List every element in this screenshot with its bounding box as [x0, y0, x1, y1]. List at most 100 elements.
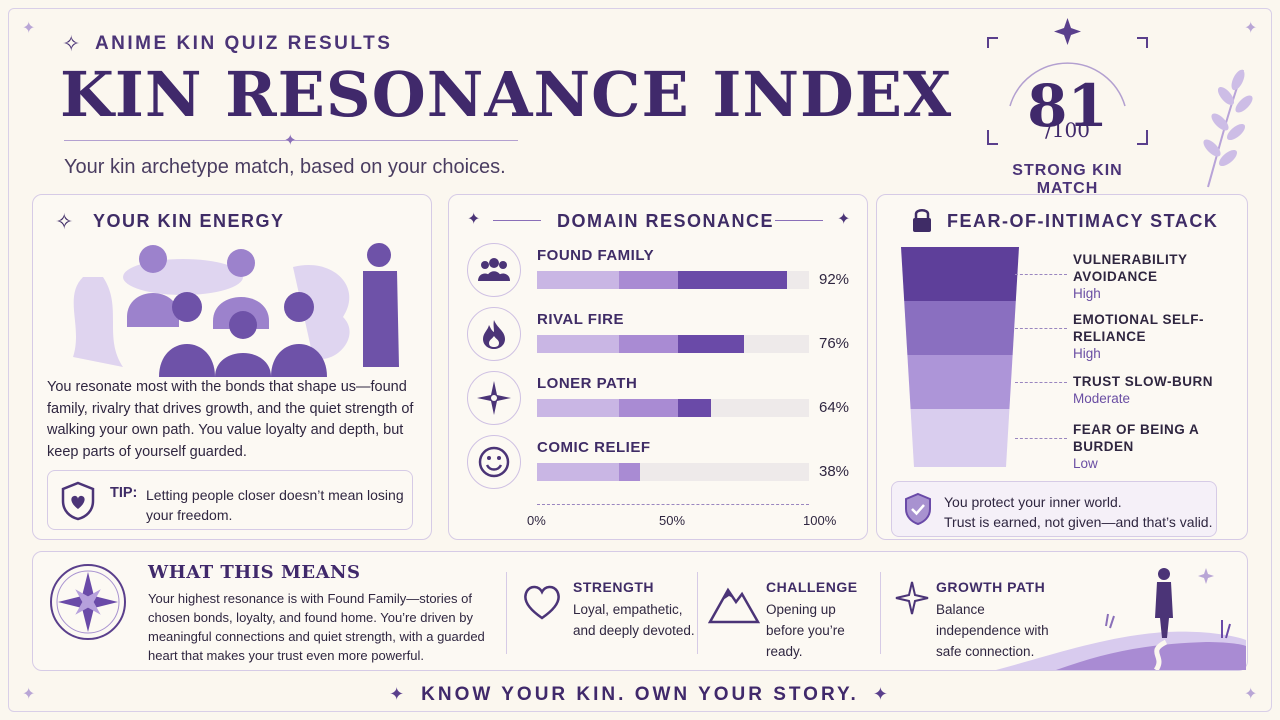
strength-text: Loyal, empathetic, and deeply devoted. — [573, 602, 695, 638]
corner-sparkle-icon: ✦ — [1244, 686, 1258, 703]
footer-tagline: KNOW YOUR KIN. OWN YOUR STORY. — [421, 684, 859, 705]
stack-level: High — [1073, 286, 1101, 301]
kin-energy-panel: ✧ YOUR KIN ENERGY You resonate most with… — [32, 194, 432, 540]
title-divider — [775, 220, 823, 221]
leaf-branch-icon — [1203, 69, 1253, 188]
corner-sparkle-icon: ✦ — [22, 20, 36, 37]
bar-segment — [537, 271, 619, 289]
kin-group-illustration — [73, 243, 399, 377]
column-divider — [697, 572, 698, 654]
bar-value-label: 38% — [819, 463, 850, 480]
column-divider — [880, 572, 881, 654]
protect-note: You protect your inner world. Trust is e… — [891, 481, 1217, 537]
stack-segment — [910, 409, 1010, 467]
fear-stack-title: FEAR-OF-INTIMACY STACK — [947, 211, 1219, 231]
domain-row: LONER PATH 64% — [467, 371, 857, 429]
bar-segment — [618, 271, 679, 289]
title-divider — [64, 140, 518, 141]
bar-value-label: 64% — [819, 399, 850, 416]
score-out-of: /100 — [1045, 118, 1090, 142]
protect-note-text: You protect your inner world. Trust is e… — [944, 492, 1212, 532]
what-this-means-title: WHAT THIS MEANS — [148, 562, 361, 583]
bar-label: LONER PATH — [537, 375, 638, 392]
corner-sparkle-icon: ✦ — [22, 686, 36, 703]
stack-level: High — [1073, 346, 1101, 361]
axis-tick-label: 0% — [527, 513, 546, 528]
stack-connector — [1015, 438, 1067, 439]
lock-icon — [913, 209, 931, 232]
growth-path-title: GROWTH PATH — [936, 579, 1046, 595]
shield-heart-icon — [61, 481, 95, 521]
page-title: KIN RESONANCE INDEX — [60, 58, 953, 131]
page-frame — [8, 8, 1272, 712]
bar-segment — [618, 399, 679, 417]
smiley-icon — [467, 435, 521, 489]
stack-level: Moderate — [1073, 391, 1131, 406]
compass-star-icon — [467, 371, 521, 425]
strength-title: STRENGTH — [573, 579, 654, 595]
what-this-means-text: Your highest resonance is with Found Fam… — [148, 591, 485, 663]
stack-connector — [1015, 328, 1067, 329]
bar-segment — [618, 463, 641, 481]
score-label: STRONG KIN MATCH — [1012, 162, 1123, 197]
domain-resonance-panel: ✦ DOMAIN RESONANCE ✦ FOUND FAMILY 92% RIVA… — [448, 194, 868, 540]
stack-segment — [901, 247, 1019, 301]
fear-stack-funnel — [901, 247, 1019, 467]
flame-icon — [467, 307, 521, 361]
tip-label: TIP: — [110, 485, 138, 501]
fear-stack-panel: FEAR-OF-INTIMACY STACK VULNERABILITY AVO… — [876, 194, 1248, 540]
bar-segment — [537, 399, 619, 417]
heart-icon — [524, 585, 560, 620]
bar-track — [537, 335, 809, 353]
domain-row: COMIC RELIEF 38% — [467, 435, 857, 493]
sparkle-icon: ✦ — [389, 684, 408, 704]
challenge-title: CHALLENGE — [766, 579, 858, 595]
chart-axis — [537, 497, 809, 505]
bar-segment — [678, 271, 788, 289]
stack-connector — [1015, 274, 1067, 275]
domain-row: FOUND FAMILY 92% — [467, 243, 857, 301]
mountain-icon — [708, 587, 760, 624]
hill-landscape-illustration — [996, 568, 1246, 670]
corner-sparkle-icon: ✦ — [1244, 20, 1258, 37]
axis-tick-label: 50% — [659, 513, 686, 528]
bar-label: RIVAL FIRE — [537, 311, 624, 328]
domain-row: RIVAL FIRE 76% — [467, 307, 857, 365]
stack-label: FEAR OF BEING A BURDEN — [1073, 422, 1199, 454]
stack-label: TRUST SLOW-BURN — [1073, 374, 1213, 389]
stack-level: Low — [1073, 456, 1098, 471]
stack-segment — [907, 355, 1013, 409]
protect-note-line: Trust is earned, not given—and that’s va… — [944, 514, 1213, 530]
divider-sparkle-icon: ✦ — [284, 132, 297, 149]
sparkle-icon: ✧ — [62, 31, 83, 56]
score-ornament — [987, 18, 1148, 145]
eyebrow: ✧ ANIME KIN QUIZ RESULTS — [62, 31, 392, 57]
group-icon — [467, 243, 521, 297]
column-divider — [506, 572, 507, 654]
sparkle-icon — [895, 581, 929, 615]
bar-track — [537, 399, 809, 417]
bar-segment — [537, 463, 619, 481]
bar-segment — [537, 335, 619, 353]
bar-track — [537, 463, 809, 481]
bar-value-label: 92% — [819, 271, 850, 288]
bar-label: COMIC RELIEF — [537, 439, 651, 456]
eyebrow-text: ANIME KIN QUIZ RESULTS — [94, 33, 393, 54]
stack-label: EMOTIONAL SELF-RELIANCE — [1073, 312, 1204, 344]
sparkle-icon: ✦ — [467, 211, 481, 228]
bar-value-label: 76% — [819, 335, 850, 352]
tip-box: TIP: Letting people closer doesn’t mean … — [47, 470, 413, 530]
kin-energy-description: You resonate most with the bonds that sh… — [47, 379, 414, 460]
bar-track — [537, 271, 809, 289]
bar-segment — [678, 399, 712, 417]
axis-tick-label: 100% — [803, 513, 837, 528]
sparkle-icon: ✧ — [55, 209, 74, 234]
challenge-text: Opening up before you’re ready. — [766, 602, 845, 659]
bar-segment — [618, 335, 679, 353]
score-value: 81 — [1027, 72, 1108, 140]
footer: ✦ KNOW YOUR KIN. OWN YOUR STORY. ✦ — [0, 684, 1280, 706]
stack-label: VULNERABILITY AVOIDANCE — [1073, 252, 1188, 284]
shield-check-icon — [905, 492, 931, 526]
bar-segment — [678, 335, 744, 353]
sparkle-icon: ✦ — [837, 211, 851, 228]
